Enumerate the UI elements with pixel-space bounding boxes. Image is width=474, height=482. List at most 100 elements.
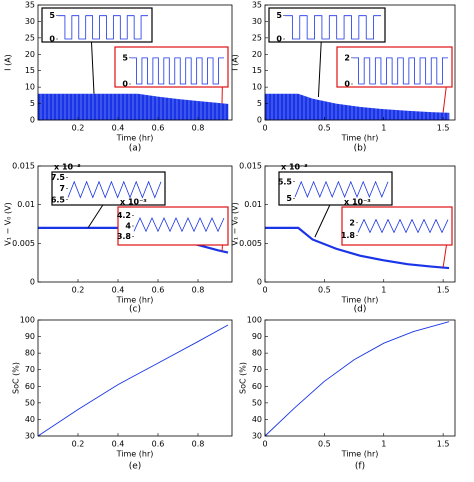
y-tick-label: 15 (25, 66, 35, 75)
x-tick-label: 1.5 (437, 440, 450, 449)
axes-frame (264, 165, 456, 283)
inset-y-tick-label: 5 (276, 11, 282, 20)
y-tick-label: 0.005 (12, 239, 35, 248)
y-tick-label: 30 (252, 432, 262, 441)
inset-exponent: x 10⁻³ (281, 163, 308, 172)
inset-y-tick-label: 7 (59, 184, 65, 193)
x-tick-label: 1 (381, 124, 386, 133)
axes-frame (37, 4, 233, 121)
inset-y-tick-label: 4 (125, 222, 131, 231)
x-tick-label: 1.5 (437, 124, 450, 133)
inset-y-tick-label: 4.2 (117, 211, 131, 220)
inset-curve (131, 57, 224, 85)
curve (265, 226, 450, 270)
y-tick-label: 25 (252, 33, 262, 42)
y-axis-label: SoC (%) (239, 362, 248, 394)
connector (314, 204, 331, 238)
axes-frame (37, 165, 233, 283)
caption: (b) (354, 144, 367, 154)
x-tick-label: 0.2 (72, 440, 85, 449)
y-tick-label: 0 (257, 116, 262, 125)
inset-curve (285, 15, 381, 40)
y-tick-label: 100 (20, 316, 35, 325)
inset-curve (294, 180, 389, 198)
inset-curve (67, 180, 162, 199)
inset-frame (117, 206, 229, 246)
y-tick-label: 35 (25, 1, 35, 10)
connector (221, 244, 223, 252)
y-tick-label: 0 (257, 278, 262, 287)
axes-frame (264, 4, 456, 121)
inset-y-tick-label: 0 (122, 80, 128, 89)
inset-y-tick-label: 6.5 (51, 195, 66, 204)
y-tick-label: 0.005 (239, 239, 262, 248)
inset-y-tick-label: 7.5 (51, 173, 66, 182)
inset-frame (341, 206, 453, 246)
y-tick-label: 40 (252, 415, 262, 424)
y-tick-label: 0.01 (244, 200, 262, 209)
y-axis-label: V₁ − V₀ (V) (231, 202, 240, 245)
inset-y-tick-label: 5.5 (278, 177, 293, 186)
connector (317, 41, 322, 98)
connector (442, 86, 447, 113)
y-axis-label: I (A) (231, 54, 240, 71)
inset-frame (268, 7, 386, 43)
y-tick-label: 90 (252, 332, 262, 341)
x-tick-label: 1 (381, 286, 386, 295)
x-tick-label: 0.4 (112, 124, 125, 133)
inset-y-tick-label: 0 (276, 35, 282, 44)
inset-y-tick-label: 5 (122, 53, 128, 62)
inset-y-tick-label: 3.8 (117, 232, 132, 241)
x-tick-label: 0.8 (192, 124, 205, 133)
caption: (e) (129, 462, 142, 472)
inset-curve (58, 15, 148, 40)
axes-frame (264, 319, 456, 437)
y-tick-label: 0.015 (239, 162, 262, 171)
connector (442, 244, 447, 268)
inset-frame (114, 46, 229, 88)
x-tick-label: 0.2 (72, 286, 85, 295)
y-tick-label: 70 (25, 365, 35, 374)
y-tick-label: 50 (252, 398, 262, 407)
inset-y-tick-label: 0 (49, 35, 55, 44)
y-tick-label: 40 (25, 415, 35, 424)
y-tick-label: 80 (252, 349, 262, 358)
y-tick-label: 5 (257, 99, 262, 108)
y-tick-label: 0.01 (17, 200, 35, 209)
y-tick-label: 15 (252, 66, 262, 75)
inset-frame (41, 7, 153, 43)
x-tick-label: 1 (381, 440, 386, 449)
x-axis-label: Time (hr) (341, 134, 379, 143)
y-tick-label: 80 (25, 349, 35, 358)
x-tick-label: 0.6 (152, 124, 165, 133)
connector (91, 41, 95, 94)
x-tick-label: 0.5 (318, 124, 331, 133)
x-tick-label: 0 (262, 286, 267, 295)
x-tick-label: 0.4 (112, 286, 125, 295)
inset-y-tick-label: 5 (49, 11, 55, 20)
inset-y-tick-label: 1.8 (341, 231, 356, 240)
y-tick-label: 35 (252, 1, 262, 10)
x-axis-label: Time (hr) (341, 450, 379, 459)
inset-y-tick-label: 0 (344, 80, 350, 89)
x-tick-label: 0.4 (112, 440, 125, 449)
y-axis-label: SoC (%) (12, 362, 21, 394)
y-tick-label: 60 (25, 382, 35, 391)
y-tick-label: 30 (25, 17, 35, 26)
caption: (d) (354, 305, 367, 315)
inset-y-tick-label: 5 (286, 194, 292, 203)
x-tick-label: 0.2 (72, 124, 85, 133)
inset-frame (336, 46, 453, 88)
y-tick-label: 25 (25, 33, 35, 42)
caption: (c) (129, 305, 141, 315)
inset-curve (353, 57, 448, 85)
y-axis-label: I (A) (4, 54, 13, 71)
y-tick-label: 20 (252, 50, 262, 59)
inset-curve (357, 218, 449, 234)
y-tick-label: 90 (25, 332, 35, 341)
x-tick-label: 0.6 (152, 440, 165, 449)
x-axis-label: Time (hr) (116, 134, 154, 143)
inset-y-tick-label: 2 (349, 218, 355, 227)
caption: (f) (355, 462, 365, 472)
